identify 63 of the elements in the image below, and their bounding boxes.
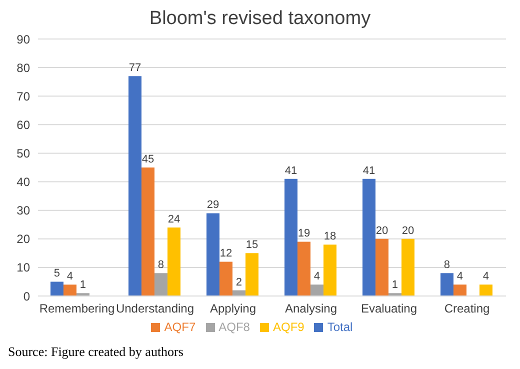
data-label: 45 <box>142 154 154 166</box>
bar <box>479 284 492 296</box>
data-label: 20 <box>402 224 414 237</box>
legend-label: Total <box>327 320 353 334</box>
data-label: 41 <box>362 164 376 177</box>
data-label: 19 <box>298 228 310 240</box>
data-label: 24 <box>168 213 180 226</box>
bar <box>375 238 388 296</box>
bar <box>245 253 258 296</box>
bar <box>310 284 324 296</box>
x-tick-label: Creating <box>444 302 490 316</box>
data-label: 15 <box>246 239 258 252</box>
bar <box>50 282 64 296</box>
x-tick-label: Remembering <box>39 302 115 316</box>
data-label: 8 <box>444 259 450 272</box>
data-label: 4 <box>482 270 490 283</box>
y-tick-label: 70 <box>16 89 30 104</box>
y-tick-label: 80 <box>16 60 30 75</box>
data-label: 4 <box>456 270 464 283</box>
source-note: Source: Figure created by authors <box>8 344 184 360</box>
data-label: 4 <box>66 270 74 283</box>
bar <box>128 76 142 296</box>
legend-label: AQF9 <box>272 320 304 334</box>
bar <box>362 178 376 296</box>
bar <box>440 273 454 296</box>
x-tick-label: Understanding <box>116 302 194 316</box>
data-label: 77 <box>128 62 142 74</box>
data-label: 29 <box>206 199 220 212</box>
data-label: 4 <box>314 270 320 283</box>
x-tick-label: Evaluating <box>360 302 418 316</box>
y-tick-label: 10 <box>16 260 30 275</box>
x-tick-label: Applying <box>210 302 256 316</box>
data-label: 20 <box>376 224 388 237</box>
data-label: 41 <box>284 164 298 177</box>
data-label: 5 <box>54 268 60 280</box>
bar <box>284 178 298 296</box>
bar <box>206 213 220 296</box>
y-tick-label: 20 <box>16 232 30 246</box>
data-label: 18 <box>324 230 336 243</box>
data-label: 8 <box>158 259 164 272</box>
bar <box>401 238 414 296</box>
legend-label: AQF8 <box>218 320 250 334</box>
bar <box>154 273 168 296</box>
y-tick-label: 90 <box>16 32 30 46</box>
y-tick-label: 50 <box>16 146 30 160</box>
data-label: 1 <box>392 279 398 292</box>
data-label: 1 <box>80 279 86 292</box>
bar <box>63 284 76 296</box>
x-tick-label: Analysing <box>284 302 338 316</box>
y-tick-label: 60 <box>16 118 30 132</box>
bar <box>167 227 180 296</box>
y-tick-label: 0 <box>23 289 30 304</box>
data-label: 12 <box>220 248 232 260</box>
y-tick-label: 40 <box>16 175 30 190</box>
y-tick-label: 30 <box>16 204 30 218</box>
chart-title: Bloom's revised taxonomy <box>148 8 372 31</box>
bar <box>323 244 336 296</box>
data-label: 2 <box>236 276 242 288</box>
legend-label: AQF7 <box>164 320 196 334</box>
bar <box>141 168 154 296</box>
bar <box>219 262 232 296</box>
bar <box>453 284 466 296</box>
bar <box>297 242 310 296</box>
